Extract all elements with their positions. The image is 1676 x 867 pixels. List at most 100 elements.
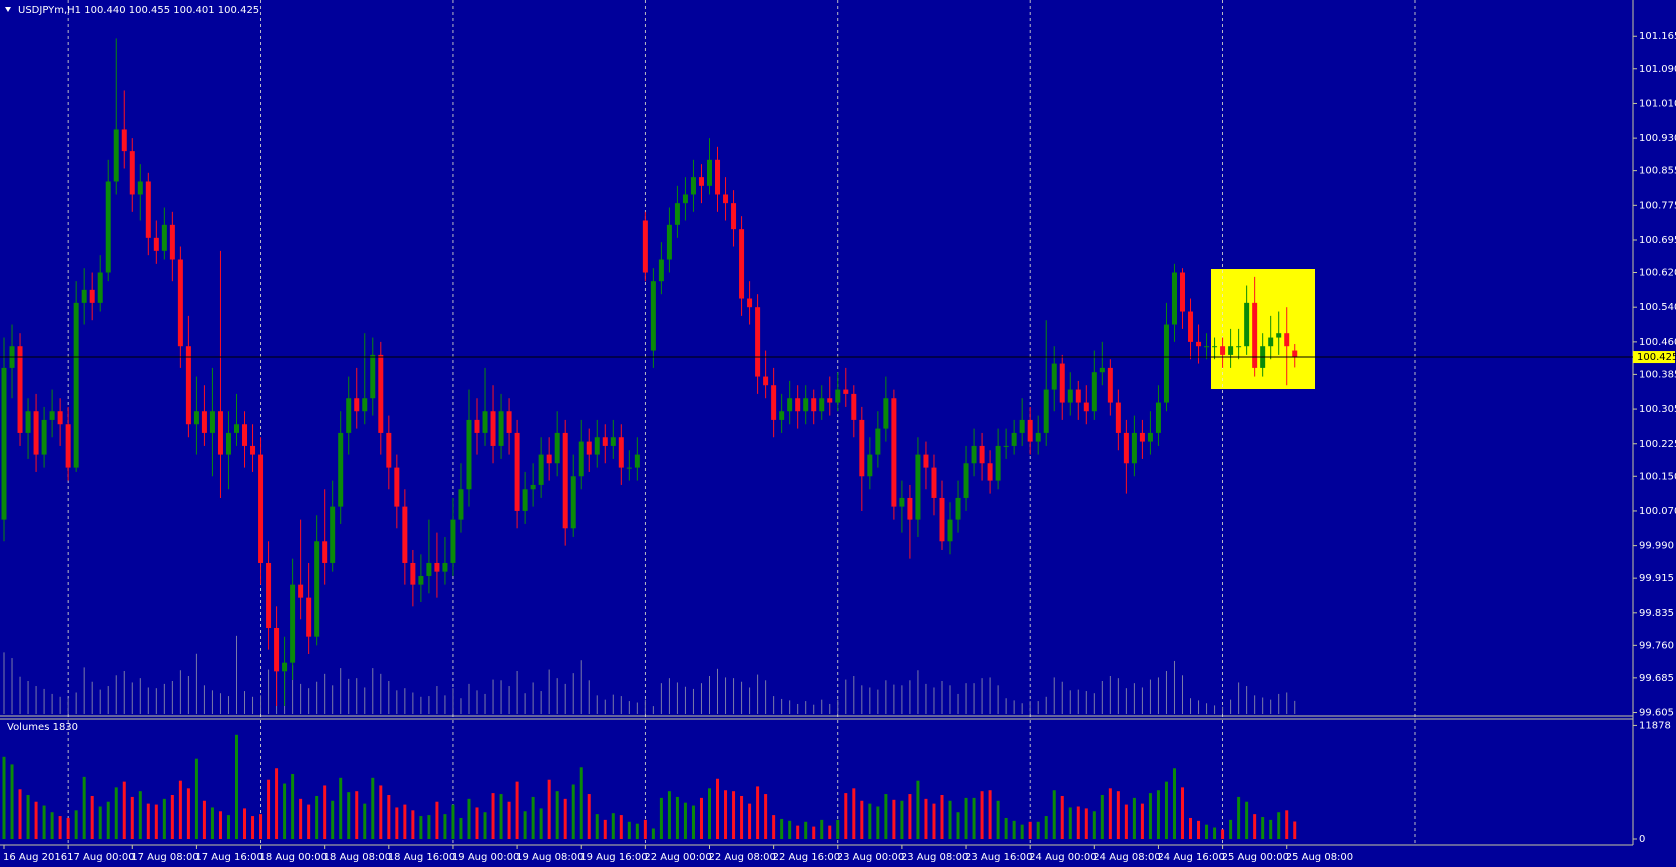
volume-bar (1116, 791, 1120, 839)
candle-body (225, 432, 231, 455)
candle-body (410, 562, 416, 585)
current-price-label: 100.425 (1637, 352, 1676, 363)
candle-body (233, 424, 239, 433)
chart-title: USDJPYm,H1 100.440 100.455 100.401 100.4… (18, 5, 259, 16)
y-tick-label: 100.855 (1639, 166, 1676, 177)
candle-body (1292, 350, 1298, 358)
volume-bar (323, 785, 327, 839)
candle-body (346, 398, 352, 433)
volume-bar (1020, 824, 1024, 839)
volume-bar (355, 791, 359, 839)
volume-bar (1245, 801, 1249, 839)
candle-body (113, 129, 119, 182)
candle-body (1212, 346, 1218, 348)
candle-body (458, 489, 464, 520)
x-tick-label: 25 Aug 08:00 (1286, 852, 1353, 863)
x-tick-label: 23 Aug 00:00 (837, 852, 904, 863)
volume-bar (1092, 811, 1096, 839)
candle-body (883, 398, 889, 429)
volume-bar (643, 819, 647, 839)
volume-bar (299, 798, 303, 839)
volume-bar (1076, 806, 1080, 839)
candle-body (89, 289, 95, 303)
candle-body (610, 437, 616, 446)
candle-body (747, 298, 753, 308)
volume-bar (130, 796, 134, 839)
candle-body (153, 237, 159, 251)
volume-bar (699, 797, 703, 839)
volume-bar (186, 788, 190, 839)
y-tick-label: 99.685 (1639, 673, 1674, 684)
y-tick-label: 100.930 (1639, 133, 1676, 144)
y-tick-label: 101.165 (1639, 31, 1676, 42)
candle-body (634, 454, 640, 468)
volume-bar (146, 803, 150, 839)
candle-body (1091, 372, 1097, 412)
candle-body (835, 389, 841, 403)
candle-body (522, 489, 528, 511)
candle-body (1003, 445, 1009, 447)
x-tick-label: 23 Aug 08:00 (901, 852, 968, 863)
x-tick-label: 25 Aug 00:00 (1222, 852, 1289, 863)
y-tick-label: 99.835 (1639, 608, 1674, 619)
x-tick-label: 23 Aug 16:00 (965, 852, 1032, 863)
volume-bar (716, 778, 720, 839)
candle-body (1188, 311, 1194, 342)
candle-body (538, 454, 544, 485)
volume-bar (74, 810, 78, 839)
volume-bar (1229, 819, 1233, 839)
candle-body (875, 428, 881, 455)
candle-body (1, 367, 7, 520)
candle-body (1204, 346, 1210, 348)
volume-bar (331, 800, 335, 839)
volume-bar (732, 791, 736, 839)
volume-bar (251, 816, 255, 839)
candle-body (1196, 341, 1202, 347)
candle-body (1284, 333, 1290, 347)
volume-bar (635, 823, 639, 839)
candle-body (41, 419, 47, 455)
volume-bar (451, 804, 455, 839)
candle-body (867, 454, 873, 477)
candle-body (723, 194, 729, 204)
x-tick-label: 17 Aug 08:00 (131, 852, 198, 863)
x-tick-label: 16 Aug 2016 (3, 852, 67, 863)
volume-bar (1197, 820, 1201, 839)
volume-bar (667, 791, 671, 839)
volume-bar (291, 773, 295, 839)
volume-bar (964, 797, 968, 839)
candle-body (586, 441, 592, 455)
candle-body (1155, 402, 1161, 433)
y2-tick-label: 11878 (1639, 720, 1671, 731)
volume-bar (892, 799, 896, 839)
volume-bar (812, 826, 816, 839)
volume-bar (1213, 827, 1217, 839)
candle-body (193, 411, 199, 425)
candle-body (242, 424, 248, 446)
volume-bar (371, 777, 375, 839)
volume-bar (202, 800, 206, 839)
volume-bar (988, 790, 992, 839)
volume-bar (1036, 821, 1040, 839)
volume-bar (307, 804, 311, 839)
volume-bar (339, 777, 343, 839)
volume-bar (395, 807, 399, 839)
y-tick-label: 100.695 (1639, 235, 1676, 246)
volume-bar (154, 804, 158, 839)
volume-bar (932, 803, 936, 839)
candle-body (923, 454, 929, 468)
volume-bar (748, 803, 752, 839)
volume-bar (315, 795, 319, 839)
candle-body (1019, 419, 1025, 433)
volume-bar (467, 798, 471, 839)
volume-bar (531, 796, 535, 839)
y-tick-label: 100.225 (1639, 439, 1676, 450)
volume-bar (924, 798, 928, 839)
volume-bar (980, 791, 984, 839)
candle-body (1075, 389, 1081, 403)
volume-bar (972, 797, 976, 839)
candle-body (105, 181, 111, 273)
volume-bar (1084, 808, 1088, 839)
candle-body (217, 411, 223, 455)
candle-body (1220, 346, 1226, 355)
